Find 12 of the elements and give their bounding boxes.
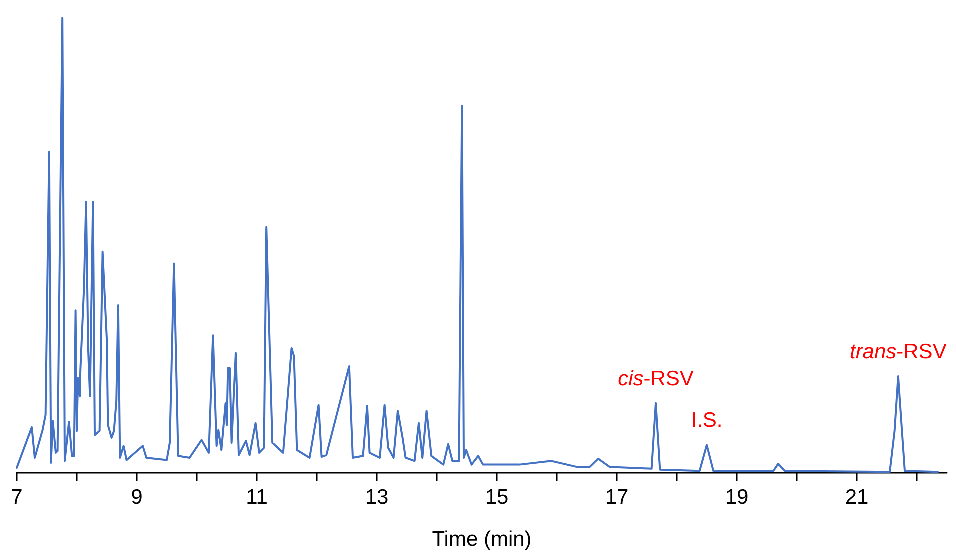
x-tick-label: 21 bbox=[845, 486, 869, 509]
x-tick-label: 15 bbox=[485, 486, 509, 509]
annotation: trans-RSV bbox=[850, 340, 947, 364]
x-tick-label: 9 bbox=[131, 486, 143, 509]
x-tick-label: 11 bbox=[246, 486, 268, 509]
x-tick-label: 19 bbox=[725, 486, 749, 509]
annotation: I.S. bbox=[691, 409, 723, 432]
x-tick-label: 7 bbox=[11, 486, 23, 509]
annotation: cis-RSV bbox=[618, 367, 694, 390]
x-tick-label: 17 bbox=[605, 486, 629, 509]
x-axis-title: Time (min) bbox=[432, 528, 532, 551]
x-tick-label: 13 bbox=[365, 486, 389, 509]
